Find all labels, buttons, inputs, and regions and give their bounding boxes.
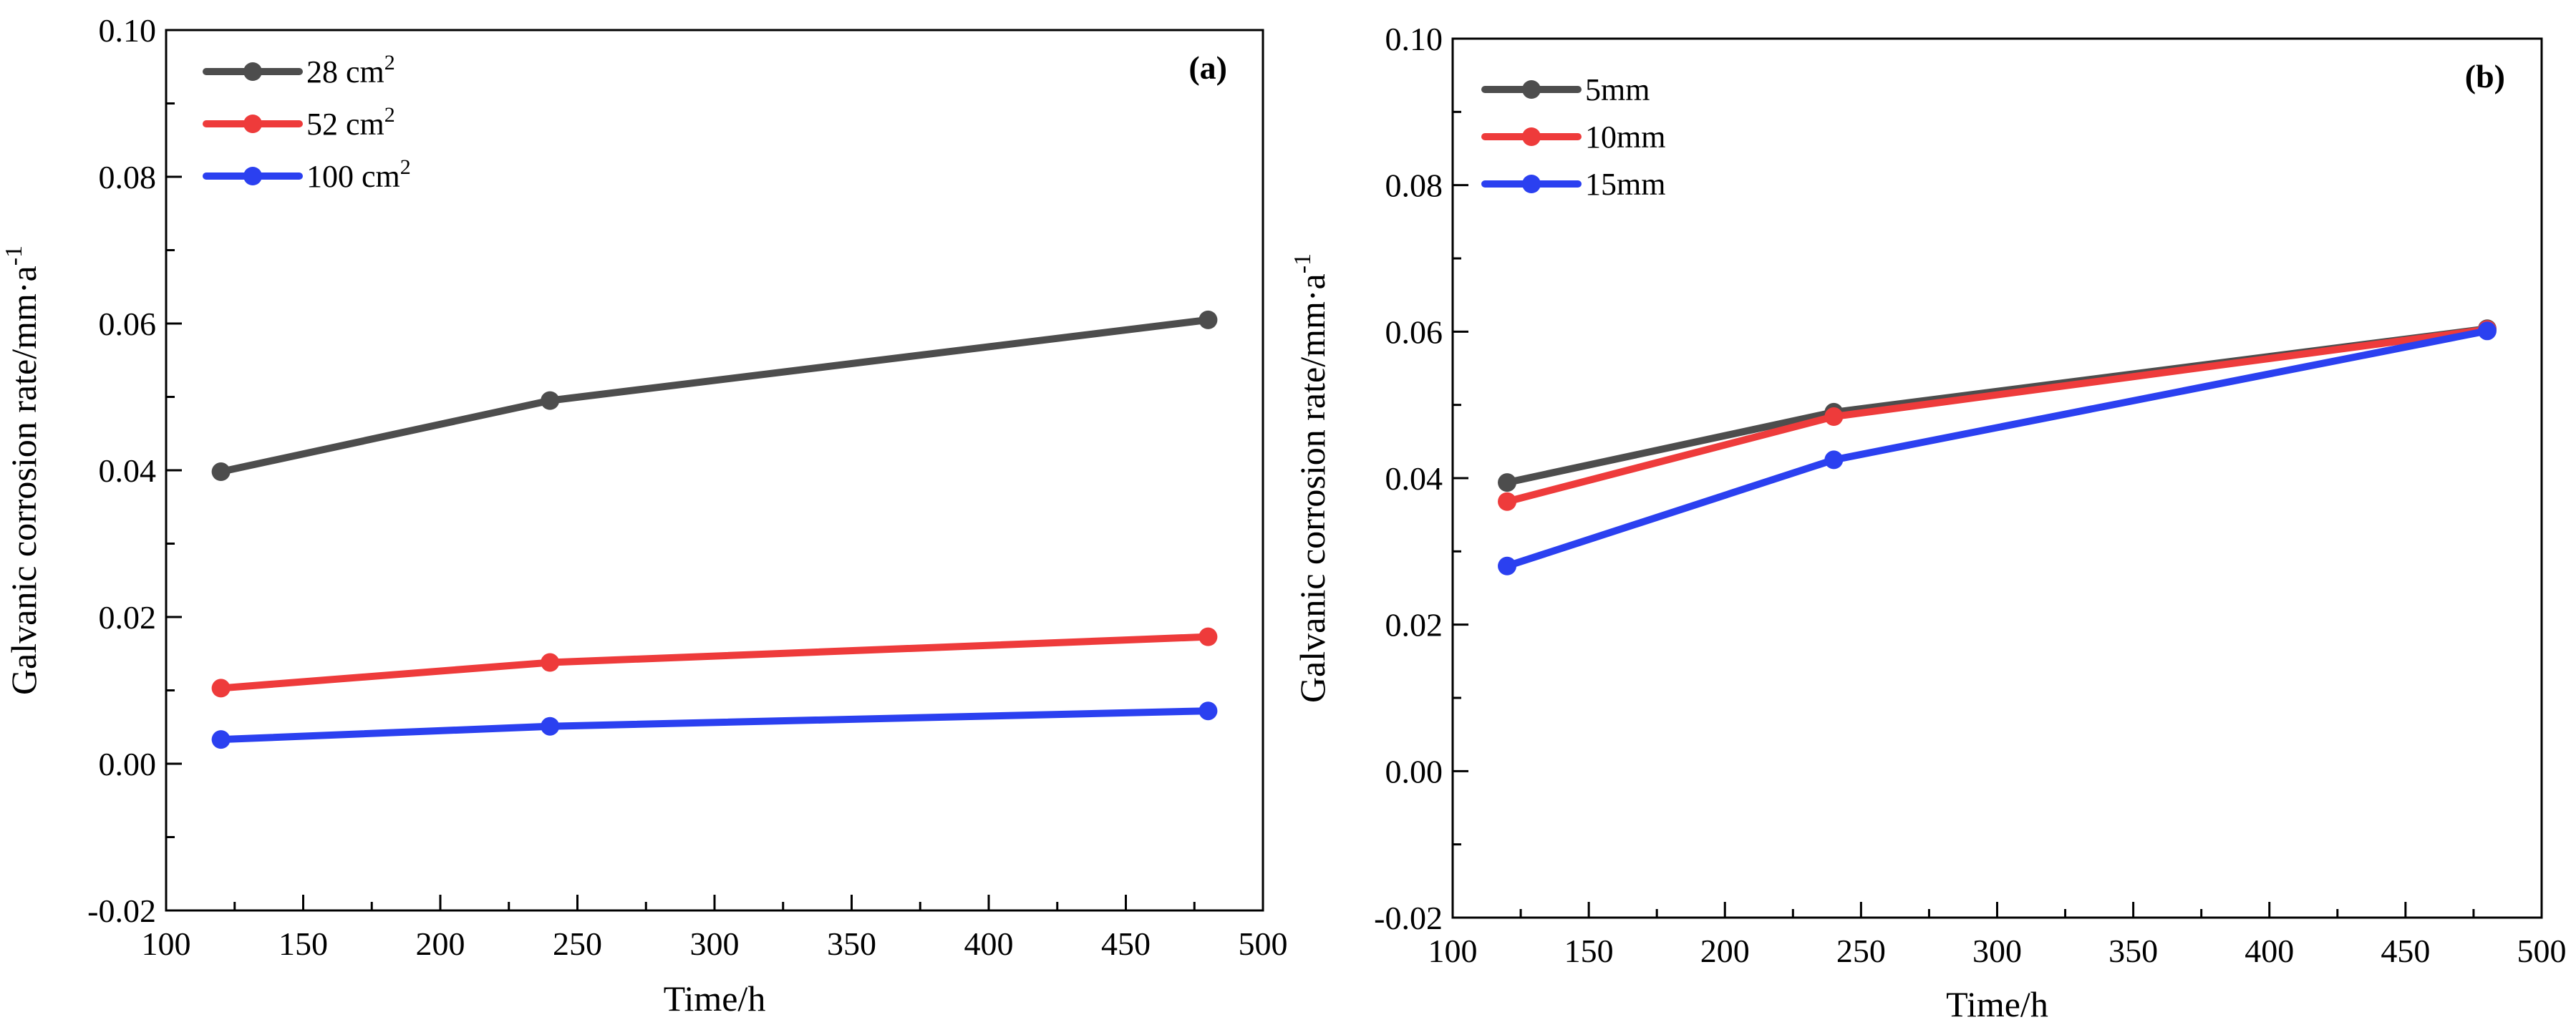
y-tick-label-b: 0.08 [1385, 167, 1443, 204]
legend-label-b-0: 5mm [1585, 72, 1650, 107]
x-tick-label-b: 200 [1700, 933, 1750, 969]
x-tick-label-b: 100 [1428, 933, 1478, 969]
panel-a-chart: 100 150 200 250 300 350 400 450 500 -0.02 0.00 0.02… [1, 12, 1288, 1019]
x-tick-label-b: 150 [1564, 933, 1614, 969]
legend-label-b-1: 10mm [1585, 120, 1665, 155]
x-tick-label-a: 450 [1101, 925, 1151, 962]
y-tick-label-a: 0.06 [99, 306, 157, 342]
legend-marker-b-0 [1522, 80, 1541, 99]
y-tick-label-b: 0.00 [1385, 753, 1443, 789]
data-point-a-2 [1199, 701, 1218, 721]
x-tick-label-a: 300 [690, 925, 740, 962]
y-tick-label-a: 0.04 [99, 452, 157, 489]
data-point-b-0 [1498, 473, 1517, 492]
x-tick-label-b: 250 [1836, 933, 1886, 969]
panel-label-b: (b) [2465, 58, 2505, 94]
legend-marker-b-1 [1522, 127, 1541, 146]
y-tick-label-b: 0.10 [1385, 21, 1443, 57]
legend-marker-b-2 [1522, 175, 1541, 193]
x-tick-label-a: 350 [827, 925, 876, 962]
panel-label-a: (a) [1188, 49, 1227, 86]
legend-label-a-0: 28 cm2 [306, 51, 395, 89]
x-axis-title-b: Time/h [1946, 984, 2048, 1024]
x-tick-label-b: 500 [2517, 933, 2567, 969]
data-point-b-2 [1824, 450, 1844, 470]
y-tick-label-a: 0.00 [99, 746, 157, 782]
y-tick-label-b: -0.02 [1374, 900, 1443, 936]
y-tick-label-a: 0.10 [99, 12, 157, 49]
legend-marker-a-0 [243, 62, 262, 81]
x-tick-label-b: 300 [1972, 933, 2022, 969]
data-point-a-2 [541, 716, 560, 736]
data-point-a-1 [1199, 627, 1218, 646]
x-tick-label-a: 100 [142, 925, 191, 962]
data-point-b-2 [1498, 556, 1517, 575]
panel-b-chart: 100 150 200 250 300 350 400 450 500 -0.02 0.00 0.02… [1289, 21, 2567, 1024]
legend-marker-a-1 [243, 115, 262, 133]
y-tick-label-a: 0.08 [99, 159, 157, 195]
data-point-b-2 [2477, 321, 2497, 341]
y-tick-label-a: 0.02 [99, 599, 157, 636]
x-tick-label-b: 350 [2108, 933, 2158, 969]
data-point-b-1 [1824, 407, 1844, 427]
data-point-a-1 [541, 653, 560, 672]
x-tick-label-b: 450 [2381, 933, 2430, 969]
y-tick-label-b: 0.04 [1385, 460, 1443, 497]
y-axis-title-a: Galvanic corrosion rate/mm·a-1 [1, 246, 44, 695]
y-tick-label-b: 0.06 [1385, 314, 1443, 350]
x-tick-label-a: 150 [279, 925, 328, 962]
legend-marker-a-2 [243, 167, 262, 185]
x-tick-label-a: 200 [416, 925, 465, 962]
y-tick-label-a: -0.02 [87, 893, 156, 929]
legend-label-b-2: 15mm [1585, 167, 1665, 202]
y-tick-label-b: 0.02 [1385, 607, 1443, 643]
legend-label-a-1: 52 cm2 [306, 103, 395, 142]
data-point-a-0 [1199, 310, 1218, 329]
legend-label-a-2: 100 cm2 [306, 155, 411, 194]
x-tick-label-a: 400 [964, 925, 1014, 962]
x-axis-title-a: Time/h [664, 978, 766, 1019]
y-axis-title-b: Galvanic corrosion rate/mm·a-1 [1289, 253, 1332, 703]
data-point-b-1 [1498, 492, 1517, 511]
data-point-a-0 [541, 391, 560, 410]
data-point-a-2 [211, 730, 231, 749]
x-tick-label-a: 250 [553, 925, 602, 962]
x-tick-label-b: 400 [2245, 933, 2294, 969]
data-point-a-0 [211, 462, 231, 482]
data-point-a-1 [211, 679, 231, 698]
x-tick-label-a: 500 [1239, 925, 1288, 962]
